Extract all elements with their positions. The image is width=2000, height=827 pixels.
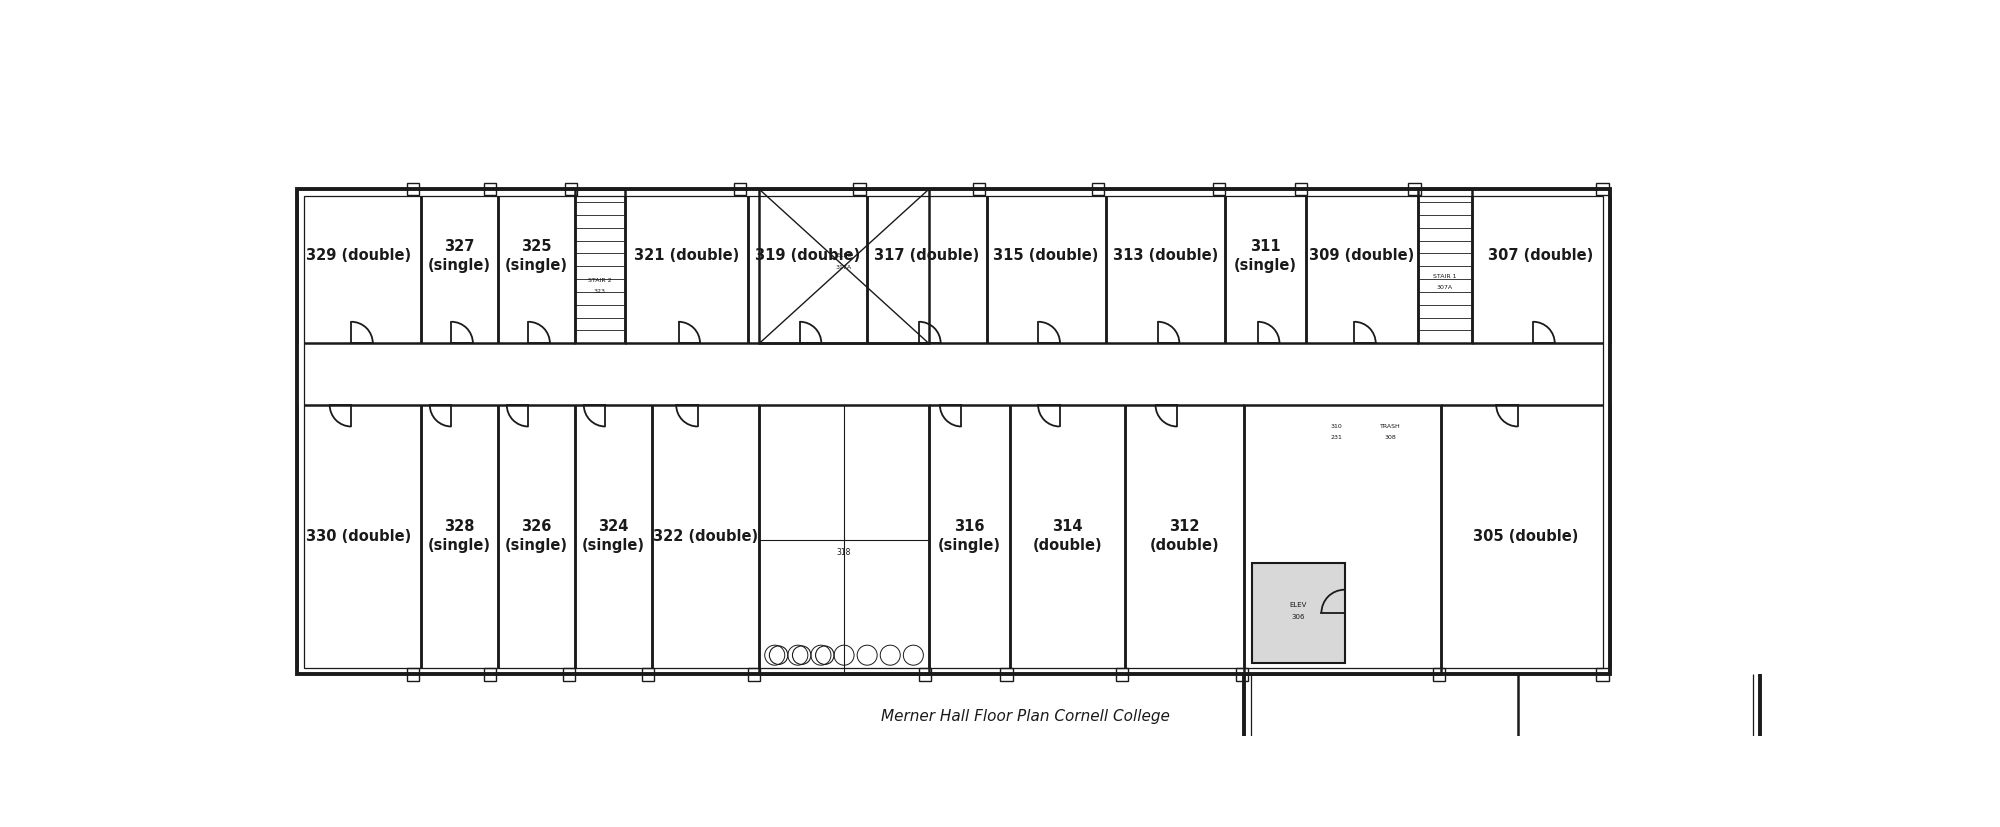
Bar — [406, 668, 420, 681]
Bar — [642, 668, 654, 681]
Text: 307 (double): 307 (double) — [1488, 248, 1594, 264]
Text: 330 (double): 330 (double) — [306, 528, 412, 543]
Text: 326
(single): 326 (single) — [504, 519, 568, 553]
Bar — [484, 668, 496, 681]
Bar — [1434, 668, 1446, 681]
Bar — [1294, 183, 1306, 195]
Text: STAIR 2: STAIR 2 — [588, 278, 612, 283]
Text: 311
(single): 311 (single) — [1234, 239, 1298, 273]
Bar — [304, 196, 1604, 667]
Bar — [406, 183, 420, 195]
Text: TRASH: TRASH — [1380, 424, 1402, 429]
Bar — [1116, 668, 1128, 681]
Bar — [1596, 668, 1608, 681]
Text: 231: 231 — [1330, 435, 1342, 440]
Text: 329 (double): 329 (double) — [306, 248, 412, 264]
Text: 315 (double): 315 (double) — [994, 248, 1098, 264]
Text: 328
(single): 328 (single) — [428, 519, 490, 553]
Bar — [1000, 668, 1012, 681]
Text: 314
(double): 314 (double) — [1032, 519, 1102, 553]
Text: ELEV: ELEV — [1290, 602, 1308, 608]
Text: 316
(single): 316 (single) — [938, 519, 1000, 553]
Bar — [1408, 183, 1420, 195]
Bar — [760, 189, 928, 343]
Bar — [1418, 189, 1472, 343]
Bar — [1236, 668, 1248, 681]
Bar — [564, 668, 576, 681]
Text: 310: 310 — [1330, 424, 1342, 429]
Text: 317A: 317A — [836, 265, 852, 270]
Text: 305 (double): 305 (double) — [1472, 528, 1578, 543]
Text: 321 (double): 321 (double) — [634, 248, 738, 264]
Bar — [1212, 183, 1226, 195]
Text: 309 (double): 309 (double) — [1310, 248, 1414, 264]
Text: Merner Hall Floor Plan Cornell College: Merner Hall Floor Plan Cornell College — [880, 710, 1170, 724]
Text: STAIR 1: STAIR 1 — [1432, 274, 1456, 279]
Text: 308: 308 — [1384, 435, 1396, 440]
Text: 324
(single): 324 (single) — [582, 519, 644, 553]
Text: 319 (double): 319 (double) — [754, 248, 860, 264]
Bar — [854, 183, 866, 195]
Text: 306: 306 — [1292, 614, 1306, 620]
Text: 327
(single): 327 (single) — [428, 239, 490, 273]
Bar — [1244, 405, 1440, 675]
Bar — [1252, 563, 1344, 663]
Text: 318: 318 — [836, 548, 852, 557]
Text: 322 (double): 322 (double) — [652, 528, 758, 543]
Bar — [574, 189, 624, 343]
Bar — [1596, 183, 1608, 195]
Text: 307A: 307A — [1436, 285, 1452, 290]
Text: ELEC: ELEC — [836, 253, 852, 258]
Bar — [918, 668, 932, 681]
Bar — [972, 183, 984, 195]
Bar — [564, 183, 576, 195]
Text: 313 (double): 313 (double) — [1112, 248, 1218, 264]
Text: 323: 323 — [594, 289, 606, 294]
Bar — [760, 405, 928, 675]
Bar — [748, 668, 760, 681]
Bar — [484, 183, 496, 195]
Bar — [298, 189, 1610, 675]
Text: 312
(double): 312 (double) — [1150, 519, 1220, 553]
Bar — [734, 183, 746, 195]
Bar — [1092, 183, 1104, 195]
Text: 325
(single): 325 (single) — [504, 239, 568, 273]
Text: 317 (double): 317 (double) — [874, 248, 980, 264]
